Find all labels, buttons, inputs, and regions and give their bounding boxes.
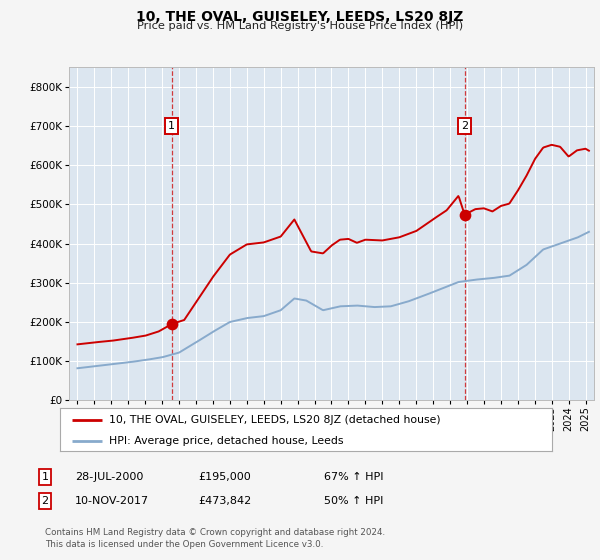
Text: 10-NOV-2017: 10-NOV-2017 — [75, 496, 149, 506]
Point — [460, 210, 469, 219]
Text: 10, THE OVAL, GUISELEY, LEEDS, LS20 8JZ (detached house): 10, THE OVAL, GUISELEY, LEEDS, LS20 8JZ … — [109, 415, 441, 425]
Text: £473,842: £473,842 — [198, 496, 251, 506]
Text: 2: 2 — [41, 496, 49, 506]
Text: £195,000: £195,000 — [198, 472, 251, 482]
Text: 28-JUL-2000: 28-JUL-2000 — [75, 472, 143, 482]
Text: 1: 1 — [168, 121, 175, 131]
Text: 50% ↑ HPI: 50% ↑ HPI — [324, 496, 383, 506]
Text: HPI: Average price, detached house, Leeds: HPI: Average price, detached house, Leed… — [109, 436, 344, 446]
Text: 67% ↑ HPI: 67% ↑ HPI — [324, 472, 383, 482]
Text: Contains HM Land Registry data © Crown copyright and database right 2024.
This d: Contains HM Land Registry data © Crown c… — [45, 528, 385, 549]
Text: 2: 2 — [461, 121, 468, 131]
Text: 10, THE OVAL, GUISELEY, LEEDS, LS20 8JZ: 10, THE OVAL, GUISELEY, LEEDS, LS20 8JZ — [136, 10, 464, 24]
Text: 1: 1 — [41, 472, 49, 482]
Text: Price paid vs. HM Land Registry's House Price Index (HPI): Price paid vs. HM Land Registry's House … — [137, 21, 463, 31]
Point — [167, 319, 176, 328]
